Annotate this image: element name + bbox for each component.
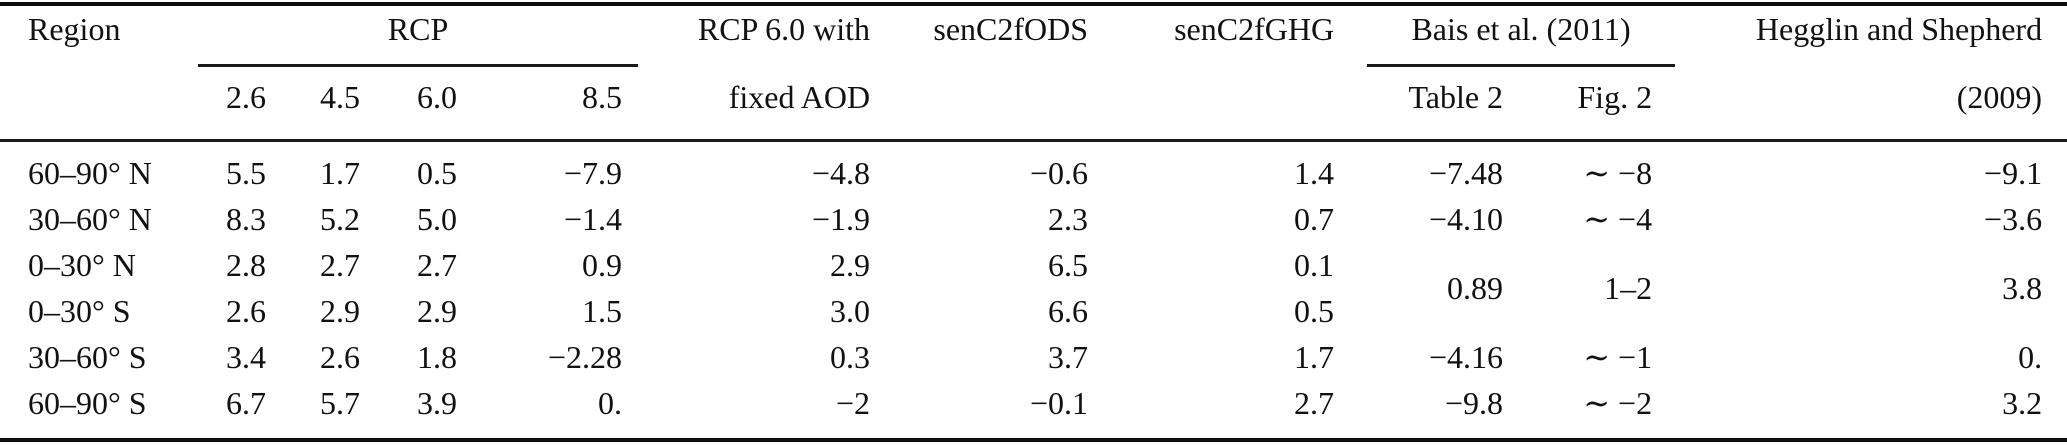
- cell-rcp60: 1.8: [417, 338, 457, 375]
- column-header-rcp60-fixed-aod-line1: RCP 6.0 with: [697, 11, 871, 47]
- column-header-senc2fods: senC2fODS: [933, 11, 1089, 47]
- table-row: 30–60° N 8.3 5.2 5.0 −1.4 −1.9 2.3 0.7 −…: [0, 196, 2067, 242]
- header-row-groups: Region RCP RCP 6.0 with senC2fODS senC2f…: [0, 4, 2067, 67]
- cell-rcp45: 1.7: [320, 154, 360, 191]
- cell-rcp60: 2.7: [417, 246, 457, 283]
- cell-senc2fods: −0.6: [1030, 154, 1089, 191]
- cell-rcp85: −1.4: [564, 200, 623, 237]
- cell-hegglin: 3.2: [2002, 384, 2043, 421]
- cell-fixed-aod: 3.0: [830, 292, 871, 329]
- cell-bais-table2: −7.48: [1429, 154, 1504, 191]
- column-header-rcp26: 2.6: [198, 67, 274, 142]
- column-header-empty: [890, 67, 1106, 142]
- cell-senc2fghg: 0.1: [1294, 246, 1335, 283]
- cell-bais-fig2: ∼ −1: [1583, 338, 1653, 375]
- cell-rcp60: 2.9: [417, 292, 457, 329]
- cell-region: 0–30° N: [28, 246, 136, 283]
- cell-rcp45: 5.2: [320, 200, 360, 237]
- column-header-rcp85: 8.5: [462, 67, 639, 142]
- cell-hegglin-merged: 3.8: [2002, 269, 2043, 306]
- cell-rcp85: 1.5: [582, 292, 623, 329]
- column-header-rcp60: 6.0: [366, 67, 462, 142]
- column-header-empty: [0, 67, 198, 142]
- cell-senc2fods: 6.6: [1048, 292, 1089, 329]
- cell-hegglin: 0.: [2018, 338, 2043, 375]
- table-row: 30–60° S 3.4 2.6 1.8 −2.28 0.3 3.7 1.7 −…: [0, 334, 2067, 380]
- cell-senc2fods: 2.3: [1048, 200, 1089, 237]
- cell-rcp26: 6.7: [226, 384, 266, 421]
- table-body: 60–90° N 5.5 1.7 0.5 −7.9 −4.8 −0.6 1.4 …: [0, 140, 2067, 440]
- cell-bais-table2: −9.8: [1445, 384, 1504, 421]
- cell-bais-fig2: ∼ −8: [1583, 154, 1653, 191]
- column-group-rcp: RCP: [198, 4, 639, 67]
- cell-senc2fghg: 0.7: [1294, 200, 1335, 237]
- cell-rcp45: 2.9: [320, 292, 360, 329]
- column-group-rcp-label: RCP: [198, 11, 639, 67]
- table-row: 0–30° S 2.6 2.9 2.9 1.5 3.0 6.6 0.5: [0, 288, 2067, 334]
- cell-region: 0–30° S: [28, 292, 131, 329]
- cell-bais-fig2: ∼ −4: [1583, 200, 1653, 237]
- table-row: 60–90° N 5.5 1.7 0.5 −7.9 −4.8 −0.6 1.4 …: [0, 140, 2067, 196]
- cell-region: 60–90° S: [28, 384, 147, 421]
- cell-senc2fghg: 1.7: [1294, 338, 1335, 375]
- cell-senc2fghg: 0.5: [1294, 292, 1335, 329]
- column-header-rcp60-fixed-aod-line2: fixed AOD: [638, 67, 891, 142]
- column-header-hegglin-line1: Hegglin and Shepherd: [1755, 11, 2043, 47]
- cell-rcp26: 8.3: [226, 200, 266, 237]
- cell-rcp85: 0.9: [582, 246, 623, 283]
- header-row-subcolumns: 2.6 4.5 6.0 8.5 fixed AOD Table 2 Fig. 2…: [0, 67, 2067, 142]
- cell-senc2fods: 3.7: [1048, 338, 1089, 375]
- column-header-hegglin-line2: (2009): [1665, 67, 2067, 142]
- cell-rcp85: 0.: [598, 384, 623, 421]
- cell-rcp26: 5.5: [226, 154, 266, 191]
- column-header-empty: [1105, 67, 1346, 142]
- cell-rcp45: 5.7: [320, 384, 360, 421]
- column-group-bais-label: Bais et al. (2011): [1367, 11, 1676, 67]
- cell-rcp85: −2.28: [548, 338, 623, 375]
- cell-rcp60: 0.5: [417, 154, 457, 191]
- cell-senc2fghg: 1.4: [1294, 154, 1335, 191]
- cell-bais-fig2-merged: 1–2: [1604, 269, 1653, 306]
- cell-region: 30–60° S: [28, 338, 147, 375]
- cell-fixed-aod: −2: [836, 384, 871, 421]
- cell-rcp45: 2.6: [320, 338, 360, 375]
- column-header-bais-fig2: Fig. 2: [1515, 67, 1666, 142]
- column-group-bais: Bais et al. (2011): [1345, 4, 1676, 67]
- cell-fixed-aod: −1.9: [812, 200, 871, 237]
- cell-rcp60: 3.9: [417, 384, 457, 421]
- cell-rcp26: 3.4: [226, 338, 266, 375]
- cell-bais-table2: −4.10: [1429, 200, 1504, 237]
- table-row: 60–90° S 6.7 5.7 3.9 0. −2 −0.1 2.7 −9.8…: [0, 380, 2067, 440]
- column-header-region: Region: [28, 11, 121, 47]
- column-header-rcp45: 4.5: [274, 67, 366, 142]
- table-row: 0–30° N 2.8 2.7 2.7 0.9 2.9 6.5 0.1 0.89…: [0, 242, 2067, 306]
- cell-bais-table2: −4.16: [1429, 338, 1504, 375]
- cell-region: 60–90° N: [28, 154, 152, 191]
- cell-hegglin: −9.1: [1984, 154, 2043, 191]
- table-header: Region RCP RCP 6.0 with senC2fODS senC2f…: [0, 4, 2067, 142]
- cell-senc2fghg: 2.7: [1294, 384, 1335, 421]
- cell-rcp26: 2.6: [226, 292, 266, 329]
- cell-rcp60: 5.0: [417, 200, 457, 237]
- cell-senc2fods: −0.1: [1030, 384, 1089, 421]
- cell-rcp26: 2.8: [226, 246, 266, 283]
- column-header-bais-table2: Table 2: [1345, 67, 1516, 142]
- cell-hegglin: −3.6: [1984, 200, 2043, 237]
- cell-bais-fig2: ∼ −2: [1583, 384, 1653, 421]
- cell-region: 30–60° N: [28, 200, 152, 237]
- cell-rcp85: −7.9: [564, 154, 623, 191]
- column-header-senc2fghg: senC2fGHG: [1174, 11, 1335, 47]
- cell-fixed-aod: 2.9: [830, 246, 871, 283]
- cell-rcp45: 2.7: [320, 246, 360, 283]
- cell-bais-table2-merged: 0.89: [1447, 269, 1504, 306]
- cell-senc2fods: 6.5: [1048, 246, 1089, 283]
- cell-fixed-aod: 0.3: [830, 338, 871, 375]
- cell-fixed-aod: −4.8: [812, 154, 871, 191]
